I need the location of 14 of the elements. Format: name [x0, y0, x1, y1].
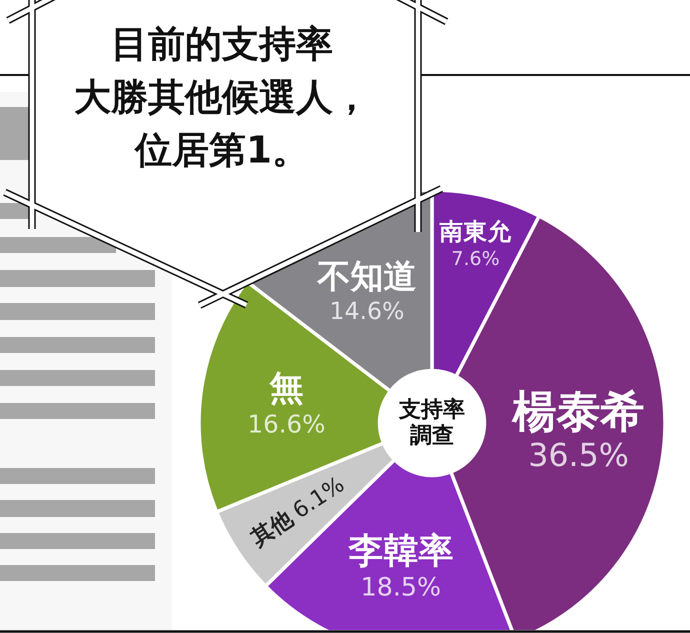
data-label: 7.6%	[451, 248, 500, 270]
text: 支持率調查	[398, 396, 465, 448]
data-label: 16.6%	[248, 409, 326, 438]
slice-label: 李韓率	[347, 530, 454, 572]
slice-label: 南東允	[438, 218, 513, 246]
slice-label: 不知道	[316, 258, 416, 296]
data-label: 18.5%	[360, 572, 442, 602]
text: 目前的支持率	[111, 22, 333, 66]
data-label: 14.6%	[329, 296, 404, 325]
slice-label: 楊泰希	[512, 386, 645, 438]
text: 位居第1。	[133, 128, 309, 172]
data-label: 36.5%	[528, 438, 629, 474]
text: 大勝其他候選人，	[74, 76, 370, 118]
slice-label: 無	[268, 368, 304, 409]
